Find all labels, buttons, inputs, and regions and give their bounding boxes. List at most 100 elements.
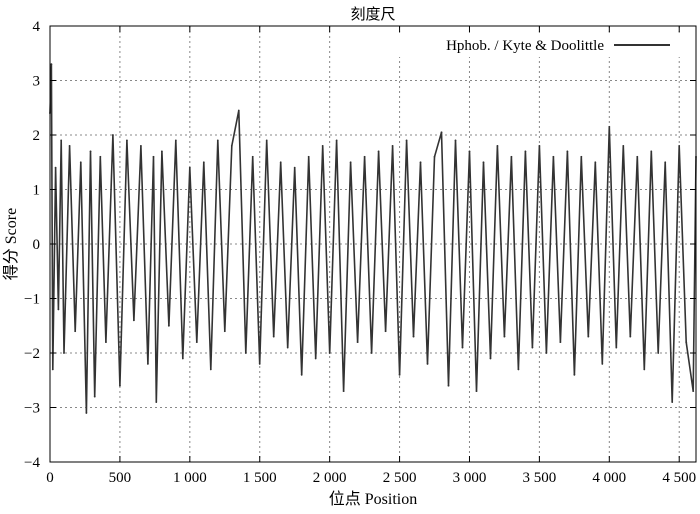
series-point bbox=[461, 346, 464, 349]
series-point bbox=[50, 63, 53, 66]
series-point bbox=[119, 384, 121, 387]
series-point bbox=[89, 150, 92, 153]
series-point bbox=[601, 363, 604, 365]
series-point bbox=[93, 395, 96, 398]
y-tick-label: 2 bbox=[33, 128, 41, 144]
series-point bbox=[112, 134, 114, 136]
series-point bbox=[594, 161, 597, 164]
series-point bbox=[692, 390, 695, 393]
series-point bbox=[405, 139, 408, 142]
series-point bbox=[167, 324, 170, 327]
series-point bbox=[426, 363, 429, 365]
series-point bbox=[552, 155, 555, 158]
series-point bbox=[363, 155, 366, 158]
series-point bbox=[85, 412, 88, 414]
series-point bbox=[629, 335, 632, 338]
series-point bbox=[587, 335, 590, 338]
series-point bbox=[433, 155, 436, 158]
y-tick-label: 1 bbox=[33, 183, 41, 199]
series-point bbox=[454, 139, 457, 142]
series-point bbox=[391, 145, 394, 147]
series-point bbox=[447, 384, 450, 387]
series-point bbox=[209, 368, 212, 371]
series-point bbox=[258, 363, 261, 365]
series-point bbox=[398, 373, 401, 376]
x-tick-label: 4 500 bbox=[662, 470, 696, 486]
series-point bbox=[54, 166, 57, 169]
series-point bbox=[643, 368, 646, 371]
series-point bbox=[468, 150, 471, 153]
series-point bbox=[496, 145, 499, 147]
series-point bbox=[63, 352, 65, 354]
series-point bbox=[321, 145, 324, 147]
series-point bbox=[307, 155, 310, 158]
x-tick-label: 1 500 bbox=[243, 470, 277, 486]
series-point bbox=[657, 352, 660, 354]
series-point bbox=[608, 125, 611, 128]
series-point bbox=[99, 155, 102, 158]
series-point bbox=[538, 145, 541, 147]
y-axis-title: 得分 Score bbox=[2, 208, 20, 280]
series-point bbox=[440, 131, 443, 134]
series-point bbox=[664, 161, 667, 164]
series-point bbox=[237, 109, 240, 112]
series-point bbox=[202, 161, 205, 164]
series-point bbox=[139, 145, 142, 147]
series-point bbox=[279, 161, 282, 164]
series-point bbox=[377, 150, 380, 153]
series-point bbox=[300, 373, 303, 376]
series-point bbox=[314, 357, 317, 360]
series-point bbox=[419, 161, 422, 164]
series-point bbox=[68, 145, 71, 147]
y-tick-label: 3 bbox=[33, 74, 41, 90]
series-point bbox=[370, 352, 373, 354]
legend: Hphob. / Kyte & Doolittle bbox=[396, 33, 680, 57]
series-line bbox=[49, 63, 697, 414]
series-point bbox=[216, 139, 219, 142]
x-axis-title: 位点 Position bbox=[329, 490, 417, 508]
series-point bbox=[384, 330, 387, 333]
series-point bbox=[265, 139, 268, 142]
series-point bbox=[622, 145, 625, 147]
series-point bbox=[489, 357, 492, 360]
series-point bbox=[482, 161, 485, 164]
chart-title: 刻度尺 bbox=[350, 6, 395, 23]
series-point bbox=[335, 139, 338, 142]
series-point bbox=[510, 155, 513, 158]
y-tick-label: 4 bbox=[33, 19, 41, 35]
series-point bbox=[60, 139, 63, 142]
x-tick-label: 2 000 bbox=[313, 470, 347, 486]
series-point bbox=[615, 346, 618, 349]
series-point bbox=[293, 166, 296, 169]
x-tick-label: 4 000 bbox=[592, 470, 626, 486]
y-tick-label: −1 bbox=[24, 292, 40, 308]
x-tick-label: 3 000 bbox=[453, 470, 487, 486]
series-point bbox=[152, 155, 155, 158]
series-point bbox=[328, 352, 331, 354]
series-point bbox=[251, 155, 254, 158]
y-tick-label: 0 bbox=[33, 237, 41, 253]
series-point bbox=[349, 161, 352, 164]
series-point bbox=[160, 150, 163, 153]
tick-layer: 0 500 1 000 1 500 2 000 2 500 3 000 3 500 4 000 4… bbox=[24, 19, 696, 486]
series-point bbox=[531, 346, 534, 349]
series-point bbox=[174, 139, 177, 142]
x-tick-label: 3 500 bbox=[523, 470, 557, 486]
series-point bbox=[105, 341, 107, 343]
series-point bbox=[195, 341, 198, 343]
series-point bbox=[79, 161, 82, 164]
series-point bbox=[181, 357, 184, 360]
series-point bbox=[356, 341, 359, 343]
x-tick-label: 0 bbox=[46, 470, 54, 486]
series-point bbox=[678, 145, 681, 147]
series-point bbox=[671, 401, 674, 403]
series-point bbox=[503, 335, 506, 338]
series-point bbox=[559, 341, 562, 343]
series-point bbox=[155, 401, 158, 403]
x-tick-label: 2 500 bbox=[383, 470, 417, 486]
series-point bbox=[74, 330, 77, 333]
x-tick-label: 1 000 bbox=[173, 470, 207, 486]
y-tick-label: −4 bbox=[24, 455, 40, 471]
